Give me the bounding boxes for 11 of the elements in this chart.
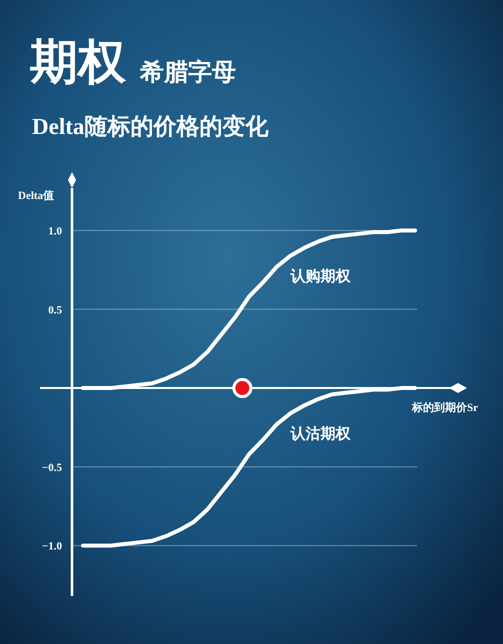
x-axis-title: 标的到期价Sr <box>411 401 478 414</box>
y-tick-label: −1.0 <box>42 540 62 553</box>
chart-subtitle: 希腊字母 <box>139 58 236 86</box>
series-label: 认购期权 <box>290 268 352 285</box>
chart-title: 期权 <box>29 36 127 89</box>
y-tick-label: −0.5 <box>42 462 62 474</box>
series-label: 认沽期权 <box>290 425 352 442</box>
y-tick-label: 0.5 <box>48 304 62 316</box>
text: Delta随标的价格的变化 <box>32 113 270 139</box>
y-tick-label: 1.0 <box>48 226 62 238</box>
y-axis-title: Delta值 <box>18 190 54 202</box>
